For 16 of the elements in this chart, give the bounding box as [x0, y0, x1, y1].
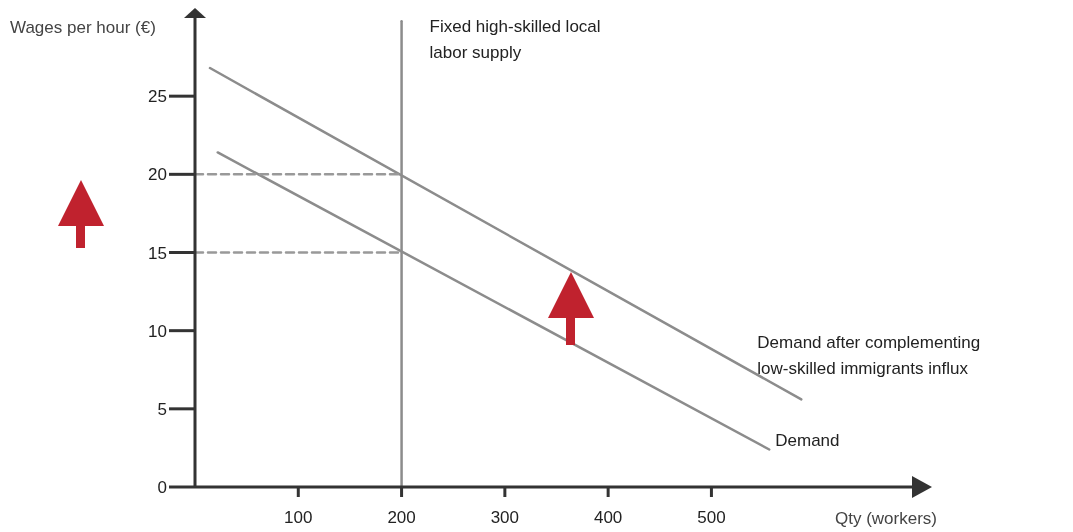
- y-tick-label: 10: [148, 321, 167, 341]
- y-axis-title: Wages per hour (€): [10, 17, 157, 39]
- y-tick-label: 0: [157, 478, 167, 498]
- y-tick-label: 5: [157, 399, 167, 419]
- y-tick-label: 15: [148, 243, 167, 263]
- series-label: Fixed high-skilled local labor supply: [429, 17, 601, 63]
- series-label: Demand: [775, 431, 840, 451]
- x-axis-title: Qty (workers): [835, 509, 937, 529]
- x-tick-label: 500: [697, 508, 726, 528]
- series-label: Demand after complementing low-skilled immigrants influx: [757, 333, 981, 379]
- x-tick-label: 300: [490, 508, 520, 528]
- x-tick-label: 200: [387, 508, 416, 528]
- y-tick-label: 20: [148, 165, 167, 185]
- y-tick-label: 25: [148, 87, 167, 107]
- x-tick-label: 400: [593, 508, 623, 528]
- x-tick-label: 100: [284, 508, 313, 528]
